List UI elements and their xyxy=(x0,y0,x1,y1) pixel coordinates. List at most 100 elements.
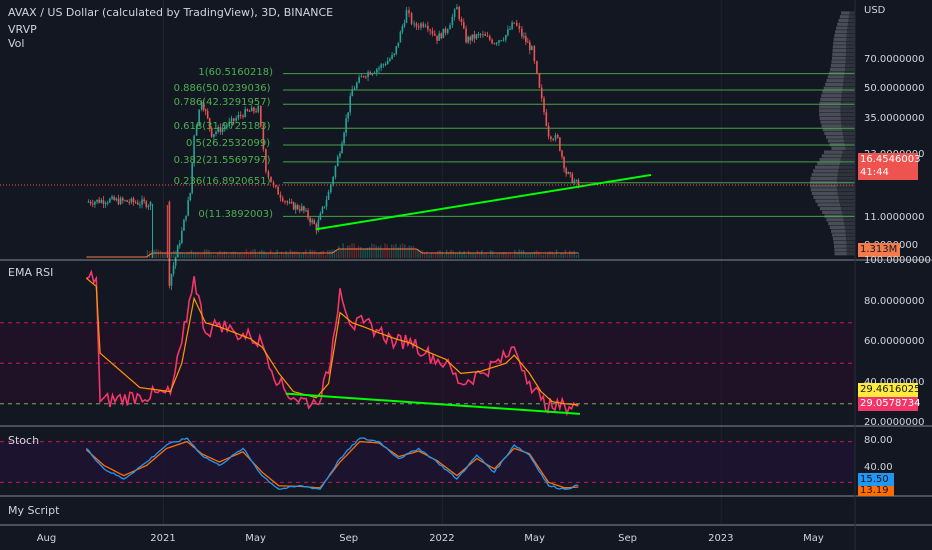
volume-profile-bin xyxy=(842,86,855,90)
volume-profile-bin xyxy=(841,154,855,158)
volume-bar xyxy=(529,252,531,258)
stoch-tick-label: 40.00 xyxy=(864,461,893,473)
candle-body xyxy=(556,135,559,138)
volume-profile-bin xyxy=(831,146,846,151)
volume-bar xyxy=(456,253,459,258)
volume-profile-bin xyxy=(822,127,843,132)
candle-body xyxy=(113,196,115,201)
candle-body xyxy=(305,210,307,212)
volume-bar xyxy=(206,249,208,258)
indicator-vrvp[interactable]: VRVP xyxy=(8,23,37,36)
candle-body xyxy=(378,67,380,70)
candle-body xyxy=(462,22,465,29)
candle-body xyxy=(313,220,316,224)
candle-body xyxy=(327,191,330,200)
volume-bar xyxy=(153,249,155,258)
time-axis-label: Sep xyxy=(618,533,638,544)
candle-body xyxy=(420,23,422,28)
volume-profile-bin xyxy=(822,90,842,94)
volume-profile-bin xyxy=(843,79,855,83)
volume-bar xyxy=(454,253,457,258)
candle-body xyxy=(334,166,337,177)
candle-body xyxy=(513,22,516,24)
volume-bar xyxy=(527,253,529,258)
price-candles[interactable] xyxy=(87,4,580,291)
volume-bar xyxy=(338,245,340,258)
candle-body xyxy=(373,72,376,74)
candle-body xyxy=(228,121,231,127)
volume-profile-bin xyxy=(844,222,855,226)
volume-ma-line xyxy=(86,248,579,258)
volume-profile-bin xyxy=(819,158,841,162)
time-axis-label: May xyxy=(524,533,545,544)
volume-profile-bin xyxy=(818,109,841,113)
stoch-tick-label: 80.00 xyxy=(864,434,893,446)
candle-body xyxy=(561,150,563,157)
candle-body xyxy=(453,9,456,17)
volume-bar xyxy=(395,243,397,258)
volume-bar xyxy=(432,254,435,258)
candle-body xyxy=(375,69,378,73)
volume-bar xyxy=(573,250,575,258)
volume-bar xyxy=(415,248,417,258)
volume-bar xyxy=(239,253,241,258)
candle-body xyxy=(122,198,124,201)
script-pane-title[interactable]: My Script xyxy=(8,504,60,517)
symbol-title[interactable]: AVAX / US Dollar (calculated by TradingV… xyxy=(8,6,334,19)
candle-body xyxy=(325,199,328,207)
candle-body xyxy=(100,200,103,203)
candle-body xyxy=(233,118,235,121)
candle-body xyxy=(170,274,173,286)
candle-body xyxy=(279,194,282,198)
volume-bar xyxy=(247,253,250,258)
time-axis-label: 2023 xyxy=(708,533,734,544)
candle-body xyxy=(523,36,525,38)
volume-profile-bin xyxy=(840,105,855,109)
candle-body xyxy=(356,82,358,89)
volume-profile-bin xyxy=(845,146,855,151)
volume-profile-bin xyxy=(840,206,855,211)
price-trendline[interactable] xyxy=(316,173,652,231)
volume-bar xyxy=(518,249,520,258)
candle-body xyxy=(246,109,249,111)
candle-body xyxy=(130,198,133,203)
candle-body xyxy=(262,126,265,150)
volume-bar xyxy=(320,251,322,258)
volume-profile-bin xyxy=(848,15,855,19)
volume-bar xyxy=(162,252,164,258)
volume-bar xyxy=(272,252,274,258)
volume-profile-bin xyxy=(846,252,855,256)
volume-bar xyxy=(412,246,415,258)
countdown-badge: 41:44 xyxy=(858,166,918,180)
volume-bar xyxy=(212,254,215,258)
rsi-pane-title[interactable]: EMA RSI xyxy=(8,266,54,279)
stoch-pane-title[interactable]: Stoch xyxy=(8,434,40,447)
volume-bar xyxy=(566,254,569,258)
volume-profile-bin xyxy=(847,30,855,34)
volume-profile-bin xyxy=(848,18,855,23)
volume-bar xyxy=(164,252,166,258)
volume-profile-bin xyxy=(838,18,849,23)
stoch-d-badge: 13.19 xyxy=(858,486,894,496)
volume-bar xyxy=(575,254,578,258)
indicator-vol[interactable]: Vol xyxy=(8,37,25,50)
volume-profile-bin xyxy=(839,15,849,19)
rsi-trendline[interactable] xyxy=(285,392,581,415)
candle-body xyxy=(518,25,521,29)
candle-body xyxy=(210,127,213,137)
candle-body xyxy=(552,139,554,141)
time-axis-label: May xyxy=(803,533,824,544)
volume-bar xyxy=(265,252,267,258)
candle-body xyxy=(458,7,461,20)
candle-body xyxy=(479,34,482,36)
volume-bar xyxy=(485,253,487,258)
candle-body xyxy=(386,60,389,65)
candle-body xyxy=(195,124,198,136)
volume-bar xyxy=(349,245,351,258)
candle-body xyxy=(248,110,251,112)
volume-profile-bin xyxy=(843,82,855,87)
candle-body xyxy=(559,137,561,151)
candle-body xyxy=(277,186,279,195)
candle-body xyxy=(571,173,574,184)
